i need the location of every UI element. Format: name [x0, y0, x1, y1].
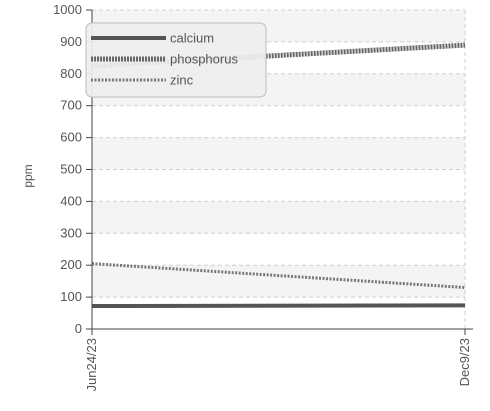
- y-tick-label: 0: [75, 321, 82, 336]
- legend-label-zinc: zinc: [170, 73, 194, 88]
- x-tick-label: Dec9/23: [457, 338, 472, 386]
- grid-lines: [91, 9, 466, 329]
- y-tick-label: 100: [60, 289, 82, 304]
- y-tick-label: 400: [60, 193, 82, 208]
- y-tick-label: 300: [60, 225, 82, 240]
- plot-band: [92, 137, 465, 170]
- plot-band: [92, 201, 465, 234]
- y-tick-label: 900: [60, 34, 82, 49]
- y-tick-label: 500: [60, 162, 82, 177]
- series-lines: [91, 42, 466, 309]
- y-tick-label: 800: [60, 66, 82, 81]
- y-tick-label: 200: [60, 257, 82, 272]
- x-tick-label: Jun24/23: [84, 338, 99, 392]
- x-axis-ticks: Jun24/23 Dec9/23: [84, 329, 472, 392]
- plot-band: [92, 265, 465, 298]
- series-line-zinc: [91, 262, 466, 290]
- legend-label-phosphorus: phosphorus: [170, 52, 238, 67]
- series-line-phosphorus: [91, 42, 466, 69]
- y-tick-label: 600: [60, 130, 82, 145]
- legend: calcium phosphorus zinc: [85, 22, 267, 98]
- y-axis-label: ppm: [21, 164, 35, 187]
- y-axis-ticks: 0 100 200 300 400 500 600 700 800 900 1000: [53, 2, 92, 336]
- series-line-calcium: [91, 303, 466, 309]
- y-tick-label: 1000: [53, 2, 82, 17]
- legend-label-calcium: calcium: [170, 31, 214, 46]
- y-tick-label: 700: [60, 98, 82, 113]
